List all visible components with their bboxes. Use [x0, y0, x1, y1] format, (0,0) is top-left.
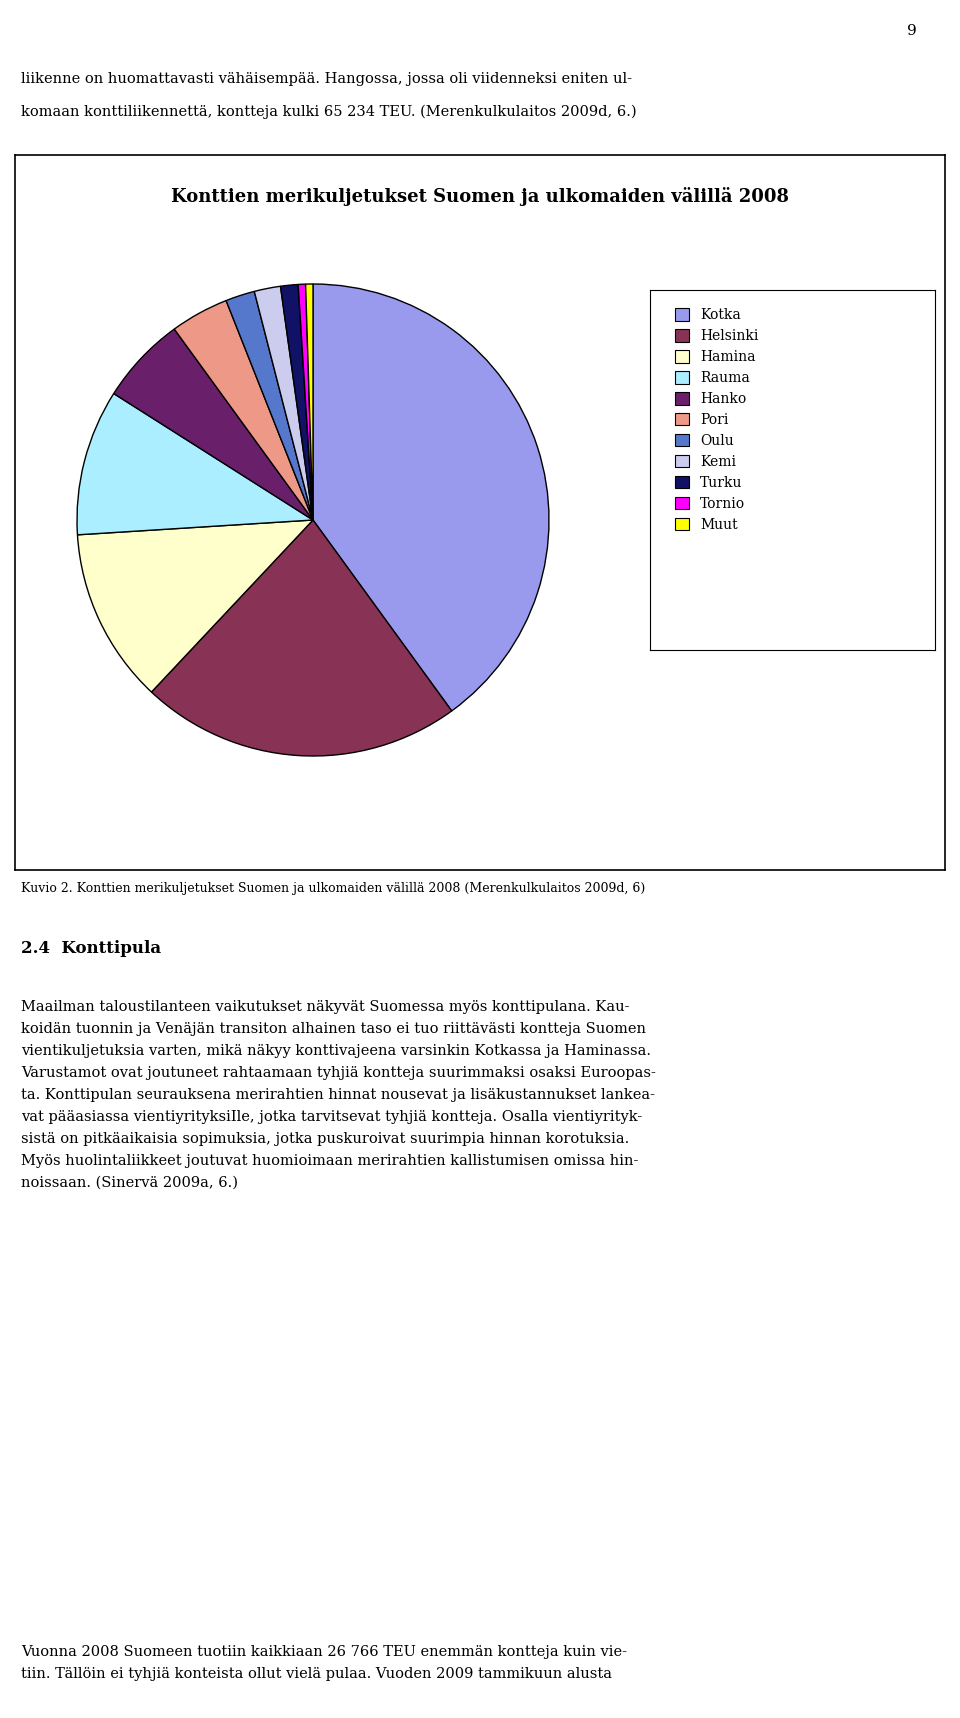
Text: Varustamot ovat joutuneet rahtaamaan tyhjiä kontteja suurimmaksi osaksi Euroopas: Varustamot ovat joutuneet rahtaamaan tyh… [21, 1065, 656, 1081]
Wedge shape [227, 292, 313, 521]
Text: Vuonna 2008 Suomeen tuotiin kaikkiaan 26 766 TEU enemmän kontteja kuin vie-: Vuonna 2008 Suomeen tuotiin kaikkiaan 26… [21, 1646, 627, 1660]
Text: ta. Konttipulan seurauksena merirahtien hinnat nousevat ja lisäkustannukset lank: ta. Konttipulan seurauksena merirahtien … [21, 1087, 655, 1101]
Wedge shape [152, 521, 452, 756]
Text: Konttien merikuljetukset Suomen ja ulkomaiden välillä 2008: Konttien merikuljetukset Suomen ja ulkom… [171, 187, 789, 206]
Legend: Kotka, Helsinki, Hamina, Rauma, Hanko, Pori, Oulu, Kemi, Turku, Tornio, Muut: Kotka, Helsinki, Hamina, Rauma, Hanko, P… [671, 304, 763, 536]
Wedge shape [313, 283, 549, 711]
Text: tiin. Tällöin ei tyhjiä konteista ollut vielä pulaa. Vuoden 2009 tammikuun alust: tiin. Tällöin ei tyhjiä konteista ollut … [21, 1666, 612, 1680]
Wedge shape [299, 283, 313, 521]
Text: vat pääasiassa vientiyrityksiIle, jotka tarvitsevat tyhjiä kontteja. Osalla vien: vat pääasiassa vientiyrityksiIle, jotka … [21, 1110, 642, 1124]
Wedge shape [254, 287, 313, 521]
Text: 2.4  Konttipula: 2.4 Konttipula [21, 940, 161, 957]
Text: sistä on pitkäaikaisia sopimuksia, jotka puskuroivat suurimpia hinnan korotuksia: sistä on pitkäaikaisia sopimuksia, jotka… [21, 1132, 630, 1146]
Text: koidän tuonnin ja Venäjän transiton alhainen taso ei tuo riittävästi kontteja Su: koidän tuonnin ja Venäjän transiton alha… [21, 1022, 646, 1036]
Text: komaan konttiliikennettä, kontteja kulki 65 234 TEU. (Merenkulkulaitos 2009d, 6.: komaan konttiliikennettä, kontteja kulki… [21, 105, 636, 119]
Wedge shape [175, 301, 313, 521]
Wedge shape [78, 521, 313, 692]
Wedge shape [113, 330, 313, 521]
Text: Myös huolintaliikkeet joutuvat huomioimaan merirahtien kallistumisen omissa hin-: Myös huolintaliikkeet joutuvat huomioima… [21, 1154, 638, 1168]
Text: 9: 9 [907, 24, 917, 38]
Text: Kuvio 2. Konttien merikuljetukset Suomen ja ulkomaiden välillä 2008 (Merenkulkul: Kuvio 2. Konttien merikuljetukset Suomen… [21, 881, 645, 895]
Text: liikenne on huomattavasti vähäisempää. Hangossa, jossa oli viidenneksi eniten ul: liikenne on huomattavasti vähäisempää. H… [21, 72, 632, 86]
Wedge shape [280, 285, 313, 521]
Wedge shape [305, 283, 313, 521]
Text: Maailman taloustilanteen vaikutukset näkyvät Suomessa myös konttipulana. Kau-: Maailman taloustilanteen vaikutukset näk… [21, 1000, 630, 1014]
Text: vientikuljetuksia varten, mikä näkyy konttivajeena varsinkin Kotkassa ja Haminas: vientikuljetuksia varten, mikä näkyy kon… [21, 1045, 651, 1058]
Text: noissaan. (Sinervä 2009a, 6.): noissaan. (Sinervä 2009a, 6.) [21, 1177, 238, 1191]
Wedge shape [77, 393, 313, 534]
